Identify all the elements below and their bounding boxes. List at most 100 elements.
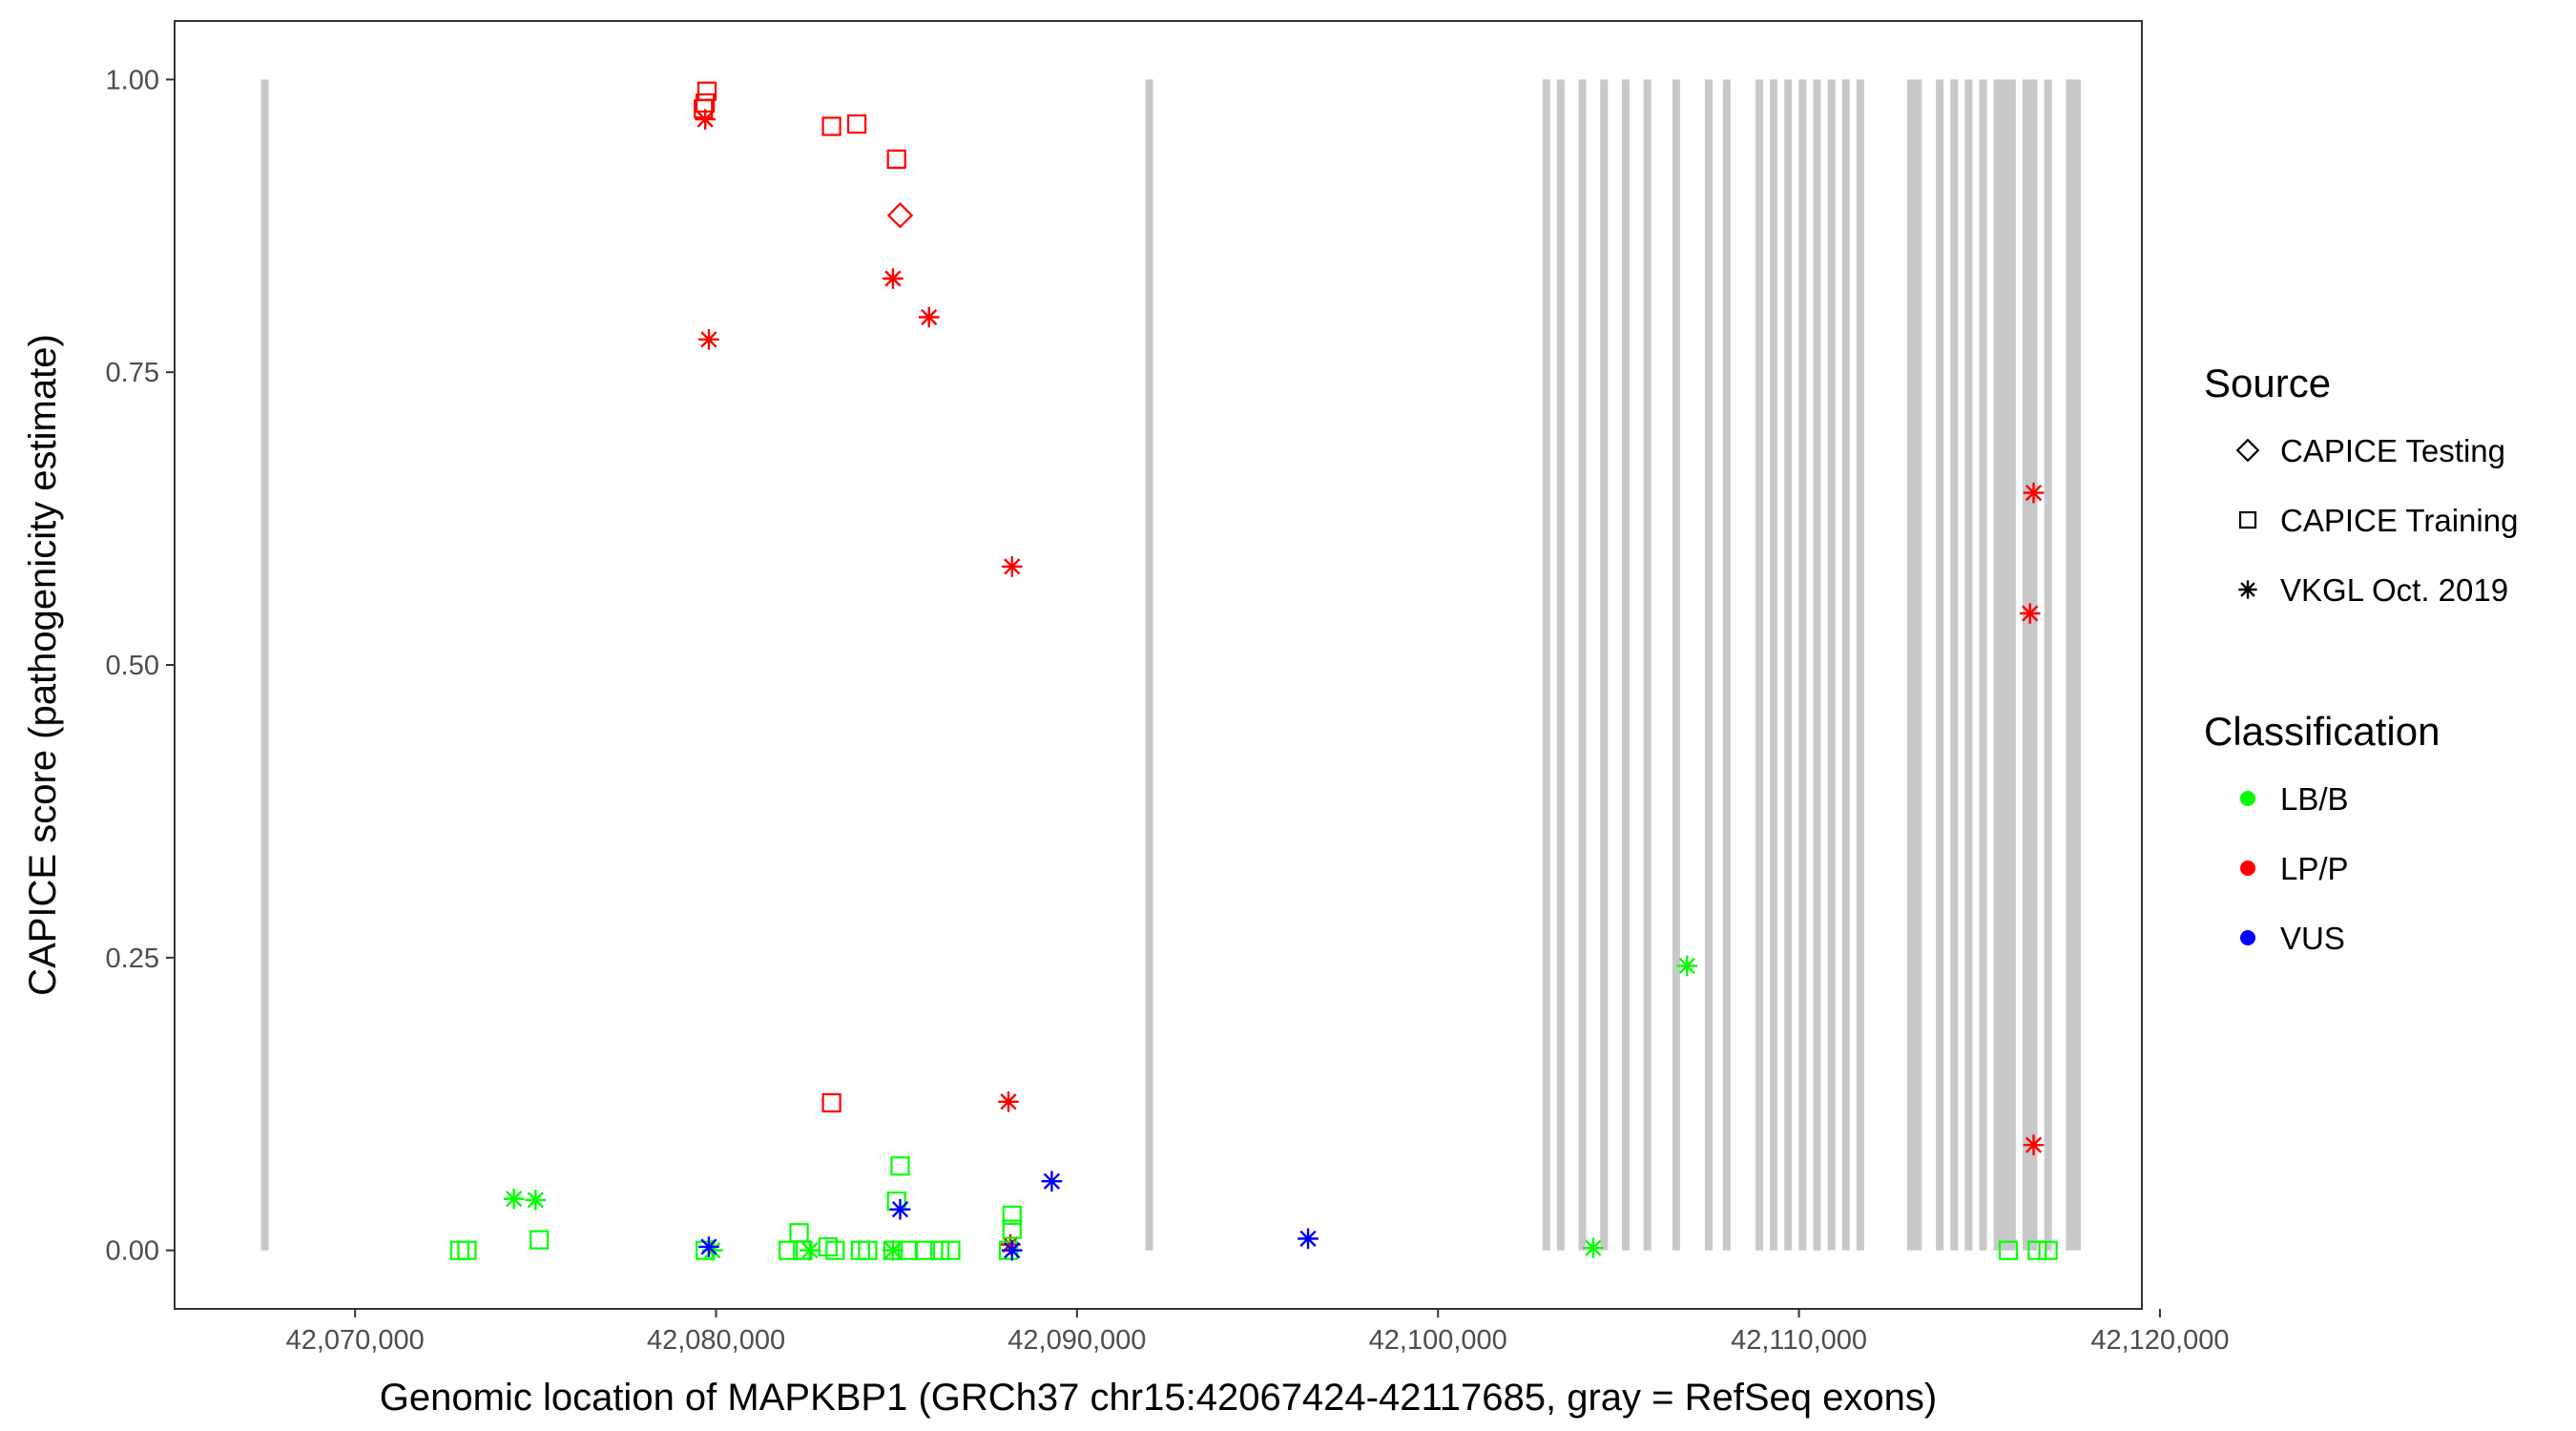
data-point (886, 149, 906, 169)
data-point (698, 329, 719, 350)
data-point (530, 1230, 550, 1250)
y-tick-label: 1.00 (106, 65, 159, 95)
exon-bar (2022, 79, 2030, 1251)
exon-bar (1906, 79, 1915, 1251)
y-tick-label: 0.00 (106, 1236, 159, 1267)
legend-class-key (2240, 791, 2255, 806)
data-point (800, 1239, 821, 1261)
x-tick-label: 42,120,000 (2090, 1325, 2229, 1356)
exon-bar (2066, 79, 2074, 1251)
y-tick-label: 0.50 (106, 651, 159, 681)
exon-bar (1145, 79, 1153, 1251)
data-point (858, 1240, 878, 1260)
data-point (1002, 1219, 1022, 1239)
y-axis-title: CAPICE score (pathogenicity estimate) (22, 334, 64, 996)
y-tick-label: 0.75 (106, 358, 159, 388)
data-point (825, 1240, 845, 1260)
y-axis: 0.00 0.25 0.50 0.75 1.00 (106, 65, 175, 1267)
legend-class-label-lpp: LP/P (2280, 851, 2349, 886)
data-point (998, 1090, 1019, 1112)
exon-bar (1643, 79, 1652, 1251)
exon-bar (1556, 79, 1565, 1251)
legend: Source CAPICE Testing CAPICE Training VK… (2204, 361, 2518, 956)
data-point (1041, 1171, 1063, 1192)
exon-bar (2044, 79, 2052, 1251)
data-point (503, 1188, 525, 1210)
x-axis-title: Genomic location of MAPKBP1 (GRCh37 chr1… (380, 1377, 1937, 1419)
x-tick-label: 42,090,000 (1008, 1325, 1146, 1356)
data-point (525, 1190, 547, 1211)
data-point (890, 1156, 910, 1176)
x-tick-label: 42,110,000 (1731, 1325, 1867, 1356)
y-tick-label: 0.25 (106, 944, 159, 974)
data-point (1583, 1237, 1604, 1258)
data-point (1676, 955, 1698, 977)
legend-source-label-vkgl: VKGL Oct. 2019 (2280, 572, 2508, 608)
data-point (941, 1240, 961, 1260)
exon-bar (1936, 79, 1944, 1251)
data-point (886, 202, 914, 229)
exon-bar (1813, 79, 1821, 1251)
x-axis: 42,070,000 42,080,000 42,090,000 42,100,000… (286, 1309, 2229, 1356)
exon-bar (1770, 79, 1778, 1251)
legend-source-label-testing: CAPICE Testing (2280, 433, 2505, 468)
exon-bars (260, 79, 2081, 1251)
data-point (883, 268, 904, 289)
exon-bar (1914, 79, 1922, 1251)
exon-bar (1841, 79, 1850, 1251)
data-point (695, 109, 716, 130)
data-point (1001, 556, 1023, 577)
data-points (449, 81, 2058, 1261)
exon-bar (1979, 79, 1987, 1251)
exon-bar (1755, 79, 1763, 1251)
exon-bar (1856, 79, 1864, 1251)
data-point (2038, 1240, 2058, 1260)
data-point (1002, 1205, 1022, 1225)
exon-bar (1993, 79, 2002, 1251)
exon-bar (1578, 79, 1587, 1251)
exon-bar (1798, 79, 1807, 1251)
data-point (2027, 1240, 2047, 1260)
exon-bar (1600, 79, 1609, 1251)
data-point (2023, 482, 2045, 504)
legend-source-key-asterisk (2238, 580, 2257, 599)
exon-bar (1621, 79, 1630, 1251)
data-point (457, 1240, 477, 1260)
data-point (929, 1240, 950, 1260)
legend-class-label-vus: VUS (2280, 921, 2345, 956)
legend-source-label-training: CAPICE Training (2280, 503, 2518, 538)
legend-class-key (2240, 930, 2255, 945)
data-point (1298, 1228, 1319, 1250)
data-point (779, 1240, 799, 1260)
data-point (883, 1239, 904, 1261)
legend-source-key-diamond (2235, 438, 2260, 463)
data-point (2023, 1134, 2045, 1155)
data-point (846, 114, 867, 135)
data-point (915, 1240, 936, 1260)
legend-source-key-square (2238, 510, 2257, 529)
data-point (889, 1198, 911, 1220)
data-point (1998, 1240, 2019, 1260)
exon-bar (1964, 79, 1973, 1251)
legend-class-key (2240, 861, 2255, 876)
exon-bar (1542, 79, 1550, 1251)
x-tick-label: 42,080,000 (647, 1325, 785, 1356)
exon-bar (1704, 79, 1713, 1251)
exon-bar (2001, 79, 2009, 1251)
exon-bar (1950, 79, 1959, 1251)
x-tick-label: 42,070,000 (286, 1325, 425, 1356)
exon-bar (2072, 79, 2081, 1251)
exon-bar (1672, 79, 1680, 1251)
exon-bar (1784, 79, 1793, 1251)
legend-source-title: Source (2204, 361, 2331, 405)
exon-bar (260, 79, 269, 1251)
x-tick-label: 42,100,000 (1369, 1325, 1507, 1356)
data-point (821, 116, 841, 136)
legend-class-label-lbb: LB/B (2280, 781, 2349, 817)
legend-classification-title: Classification (2204, 709, 2440, 754)
data-point (821, 1092, 841, 1113)
data-point (918, 306, 940, 328)
exon-bar (2029, 79, 2038, 1251)
